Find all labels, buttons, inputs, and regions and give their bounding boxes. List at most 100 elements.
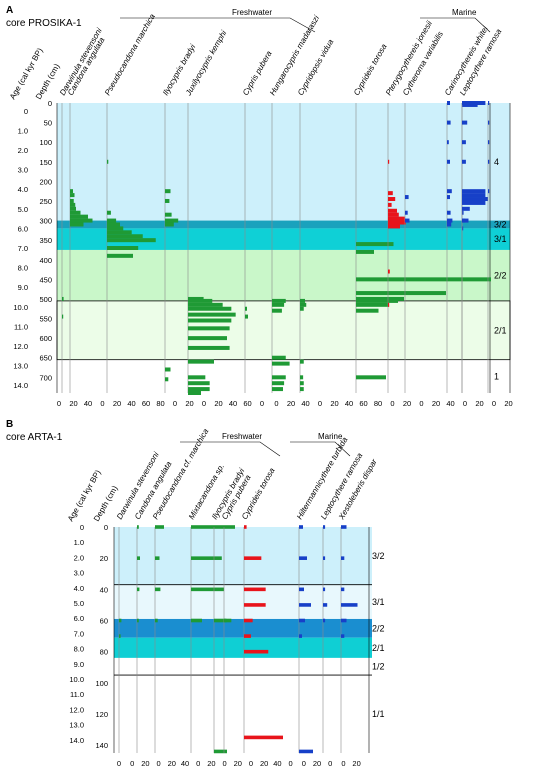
depth-axis-label: Depth (cm): [34, 62, 62, 101]
depth-tick: 250: [39, 197, 52, 206]
abundance-bar: [70, 193, 75, 198]
x-tick: 0: [223, 759, 227, 768]
abundance-bar: [488, 101, 490, 105]
abundance-bar: [62, 314, 64, 319]
abundance-bar: [299, 556, 307, 560]
age-tick: 0: [80, 523, 84, 532]
depth-tick: 200: [39, 177, 52, 186]
abundance-bar: [356, 277, 491, 282]
age-tick: 13.0: [13, 362, 28, 371]
x-tick: 0: [157, 759, 161, 768]
abundance-bar: [165, 222, 174, 227]
marine-bracket: [290, 441, 351, 457]
x-tick: 0: [318, 399, 322, 408]
abundance-bar: [244, 618, 253, 623]
zone-band: [114, 527, 372, 585]
abundance-bar: [300, 387, 304, 392]
x-tick: 0: [302, 759, 306, 768]
marine-bracket: [420, 17, 491, 33]
abundance-bar: [244, 735, 283, 740]
x-tick: 0: [463, 399, 467, 408]
abundance-bar: [341, 587, 345, 592]
abundance-bar: [272, 355, 286, 360]
species-column: [461, 101, 488, 393]
zone-label: 1/1: [372, 709, 385, 719]
panel-a-letter: A: [6, 5, 13, 16]
zone-label: 3/2: [372, 551, 385, 561]
abundance-bar: [107, 234, 143, 239]
abundance-bar: [165, 212, 172, 217]
abundance-bar: [188, 318, 232, 323]
zone-band: [114, 618, 372, 638]
x-tick: 40: [84, 399, 92, 408]
x-tick: 60: [243, 399, 251, 408]
age-tick: 10.0: [13, 303, 28, 312]
abundance-bar: [356, 291, 446, 296]
depth-tick: 450: [39, 275, 52, 284]
abundance-bar: [299, 749, 313, 754]
age-tick: 5.0: [18, 205, 28, 214]
abundance-bar: [107, 159, 109, 164]
abundance-bar: [462, 226, 464, 231]
x-tick: 20: [113, 399, 121, 408]
zone-label: 4: [494, 157, 499, 167]
abundance-bar: [188, 387, 210, 392]
x-tick: 20: [287, 399, 295, 408]
abundance-bar: [188, 306, 232, 311]
abundance-bar: [299, 618, 305, 623]
x-tick: 0: [341, 759, 345, 768]
x-tick: 40: [181, 759, 189, 768]
x-tick: 0: [328, 759, 332, 768]
depth-tick: 120: [95, 710, 108, 719]
abundance-bar: [300, 298, 305, 303]
abundance-bar: [272, 361, 290, 366]
zone-label: 3/1: [372, 597, 385, 607]
abundance-bar: [488, 159, 490, 164]
abundance-bar: [488, 120, 490, 125]
abundance-bar: [388, 302, 390, 307]
abundance-bar: [356, 249, 374, 254]
abundance-bar: [272, 375, 286, 380]
abundance-bar: [300, 306, 304, 311]
abundance-bar: [188, 345, 230, 350]
abundance-bar: [191, 587, 224, 592]
abundance-bar: [299, 525, 303, 529]
zone-band: [57, 220, 510, 229]
abundance-bar: [245, 314, 248, 319]
age-tick: 14.0: [69, 736, 84, 745]
age-tick: 13.0: [69, 721, 84, 730]
x-tick: 20: [504, 399, 512, 408]
abundance-bar: [191, 556, 222, 560]
abundance-bar: [70, 198, 74, 203]
abundance-bar: [300, 381, 304, 386]
abundance-bar: [299, 634, 302, 638]
abundance-bar: [323, 603, 328, 607]
abundance-bar: [356, 242, 394, 247]
abundance-bar: [165, 377, 169, 382]
zone-label: 2/1: [494, 325, 507, 335]
age-tick: 3.0: [18, 166, 28, 175]
abundance-bar: [155, 587, 161, 592]
abundance-bar: [447, 189, 452, 194]
x-tick: 20: [313, 759, 321, 768]
abundance-bar: [462, 189, 486, 194]
abundance-bar: [137, 587, 140, 592]
age-tick: 2.0: [74, 553, 84, 562]
x-tick: 40: [273, 759, 281, 768]
age-tick: 8.0: [74, 645, 84, 654]
x-tick: 20: [403, 399, 411, 408]
abundance-bar: [388, 212, 399, 217]
abundance-bar: [462, 200, 486, 205]
panel-a-core-title: core PROSIKA-1: [6, 18, 82, 29]
abundance-bar: [341, 603, 358, 607]
age-tick: 9.0: [74, 660, 84, 669]
abundance-bar: [165, 367, 171, 372]
marine-label: Marine: [318, 432, 343, 441]
abundance-bar: [462, 193, 486, 198]
freshwater-bracket: [120, 17, 316, 33]
x-tick: 40: [301, 399, 309, 408]
age-tick: 10.0: [69, 675, 84, 684]
abundance-bar: [299, 603, 311, 607]
age-tick: 7.0: [74, 629, 84, 638]
abundance-bar: [388, 197, 396, 202]
